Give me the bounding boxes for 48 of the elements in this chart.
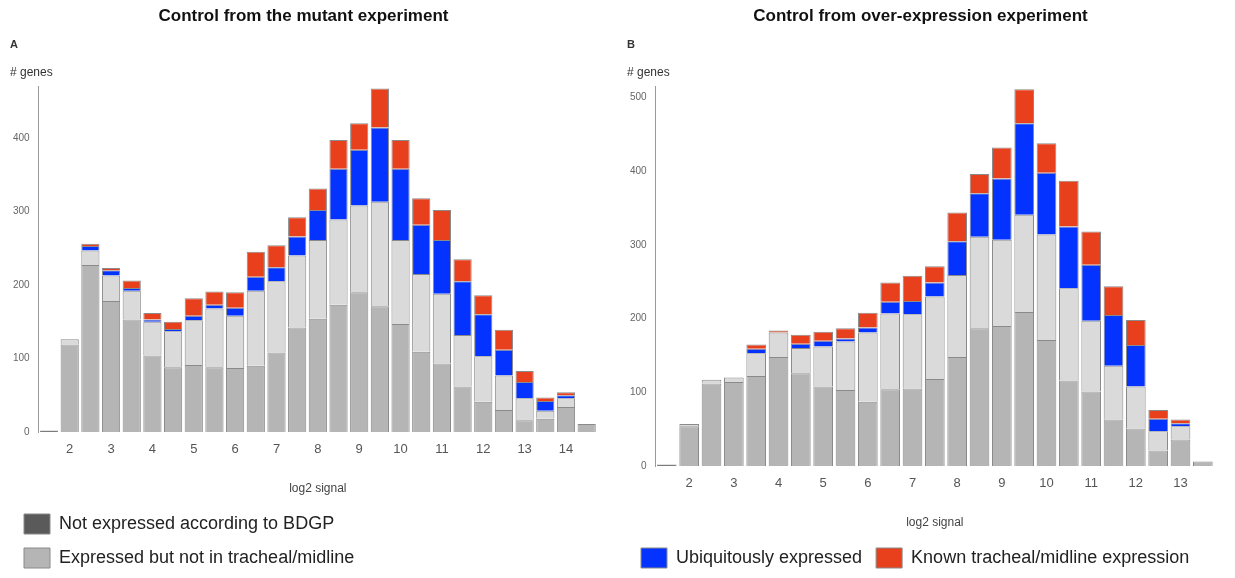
x-tick-label: 10 [1039, 475, 1054, 491]
x-tick-label: 12 [476, 441, 491, 457]
x-tick-label: 2 [66, 441, 74, 457]
x-tick-label: 14 [558, 441, 574, 457]
y-axis-title: # genes [10, 65, 53, 80]
x-tick-label: 8 [314, 441, 322, 457]
y-tick-label: 300 [630, 238, 648, 250]
x-tick-label: 7 [272, 441, 281, 457]
x-tick-label: 13 [1173, 475, 1188, 491]
legend-label: Ubiquitously expressed [676, 546, 863, 567]
x-axis-title: log2 signal [906, 515, 964, 530]
y-tick-label: 200 [13, 278, 31, 290]
x-tick-label: 5 [819, 475, 827, 491]
x-tick-label: 8 [953, 475, 961, 491]
x-tick-label: 4 [148, 441, 157, 457]
x-tick-label: 2 [685, 475, 693, 491]
x-tick-label: 3 [730, 475, 738, 491]
x-tick-label: 9 [355, 441, 363, 457]
y-tick-label: 500 [630, 91, 648, 103]
y-tick-label: 400 [13, 131, 31, 143]
y-tick-label: 100 [630, 386, 648, 398]
x-tick-label: 5 [190, 441, 198, 457]
chart-title: Control from the mutant experiment [158, 5, 449, 25]
y-tick-label: 100 [13, 352, 31, 364]
x-axis-title: log2 signal [289, 481, 347, 496]
legend-label: Known tracheal/midline expression [911, 546, 1190, 567]
x-tick-label: 11 [1084, 475, 1098, 491]
x-tick-label: 4 [774, 475, 783, 491]
x-tick-label: 10 [393, 441, 408, 457]
x-tick-label: 6 [864, 475, 872, 491]
x-tick-label: 7 [908, 475, 917, 491]
x-tick-label: 13 [517, 441, 532, 457]
x-tick-label: 12 [1128, 475, 1144, 491]
x-tick-label: 11 [435, 441, 449, 457]
y-tick-label: 400 [630, 164, 648, 176]
y-axis-title: # genes [627, 65, 670, 80]
text: A [10, 38, 18, 50]
y-tick-label: 0 [641, 459, 648, 471]
x-tick-label: 3 [107, 441, 115, 457]
legend-label: Not expressed according to BDGP [59, 512, 335, 533]
text: B [627, 38, 635, 50]
chart-title: Control from over-expression experiment [753, 5, 1089, 25]
x-tick-label: 6 [231, 441, 239, 457]
x-tick-label: 9 [998, 475, 1006, 491]
y-tick-label: 300 [13, 205, 31, 217]
y-tick-label: 0 [24, 425, 31, 437]
y-tick-label: 200 [630, 312, 648, 324]
legend-label: Expressed but not in tracheal/midline [59, 546, 355, 567]
